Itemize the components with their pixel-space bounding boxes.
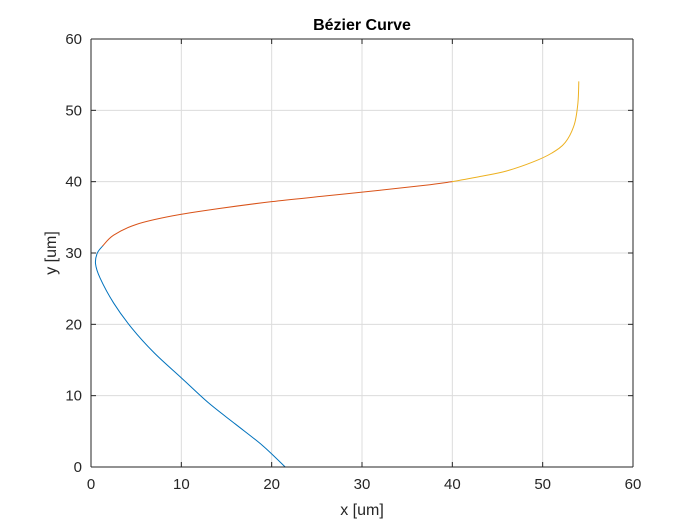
y-axis-label: y [um] [43,231,60,275]
ticks-layer: 0 10 20 30 40 50 60 0 10 20 30 40 50 60 [65,31,641,493]
y-tick-label: 60 [65,31,82,48]
curve-segment-1-line [94,245,286,468]
chart-title: Bézier Curve [313,17,411,34]
x-tick-label: 60 [625,476,642,493]
x-tick-label: 40 [444,476,461,493]
y-tick-label: 10 [65,388,82,405]
x-tick-label: 0 [87,476,95,493]
curve-segment-2-line [102,181,453,247]
x-tick-label: 30 [354,476,371,493]
x-tick-label: 50 [534,476,551,493]
x-tick-label: 10 [173,476,190,493]
curve-segment-3-line [451,81,580,183]
y-tick-label: 30 [65,245,82,262]
y-tick-label: 50 [65,102,82,119]
y-tick-label: 0 [74,459,82,476]
y-tick-label: 20 [65,316,82,333]
x-tick-label: 20 [263,476,280,493]
y-tick-label: 40 [65,174,82,191]
series-layer [94,81,580,468]
x-axis-label: x [um] [340,502,384,519]
